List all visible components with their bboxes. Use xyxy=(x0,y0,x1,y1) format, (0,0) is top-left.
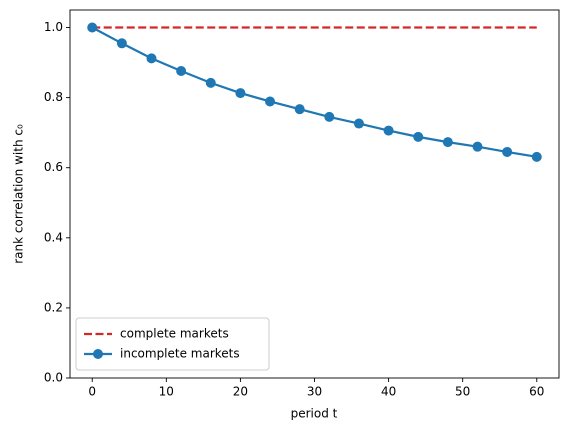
series-marker xyxy=(442,137,453,148)
series-marker xyxy=(265,96,276,107)
series-marker xyxy=(87,22,98,33)
x-tick-label: 50 xyxy=(455,385,470,399)
legend-box xyxy=(75,317,270,371)
y-tick-label: 0.2 xyxy=(44,300,63,314)
x-tick-label: 60 xyxy=(529,385,544,399)
x-tick-label: 20 xyxy=(233,385,248,399)
x-axis-label: period t xyxy=(291,407,338,421)
series-marker xyxy=(146,53,157,64)
x-tick-label: 30 xyxy=(307,385,322,399)
series-marker xyxy=(413,131,424,142)
y-tick-label: 0.8 xyxy=(44,90,63,104)
x-tick-label: 10 xyxy=(159,385,174,399)
legend-label: incomplete markets xyxy=(120,347,240,361)
series-marker xyxy=(205,77,216,88)
y-tick-label: 0.4 xyxy=(44,230,63,244)
y-tick-label: 0.6 xyxy=(44,160,63,174)
y-axis-label: rank correlation with c₀ xyxy=(12,124,26,264)
legend-label: complete markets xyxy=(120,327,229,341)
series-marker xyxy=(531,151,542,162)
series-marker xyxy=(502,146,513,157)
series-marker xyxy=(472,141,483,152)
series-marker xyxy=(353,118,364,129)
y-tick-label: 1.0 xyxy=(44,20,63,34)
series-marker xyxy=(235,88,246,99)
series-marker xyxy=(294,104,305,115)
legend-marker xyxy=(93,349,103,359)
series-marker xyxy=(383,125,394,136)
x-tick-label: 40 xyxy=(381,385,396,399)
x-tick-label: 0 xyxy=(88,385,96,399)
series-marker xyxy=(324,111,335,122)
series-line xyxy=(91,26,537,158)
series-marker xyxy=(176,65,187,76)
y-tick-label: 0.0 xyxy=(44,371,63,385)
series-marker xyxy=(116,38,127,49)
